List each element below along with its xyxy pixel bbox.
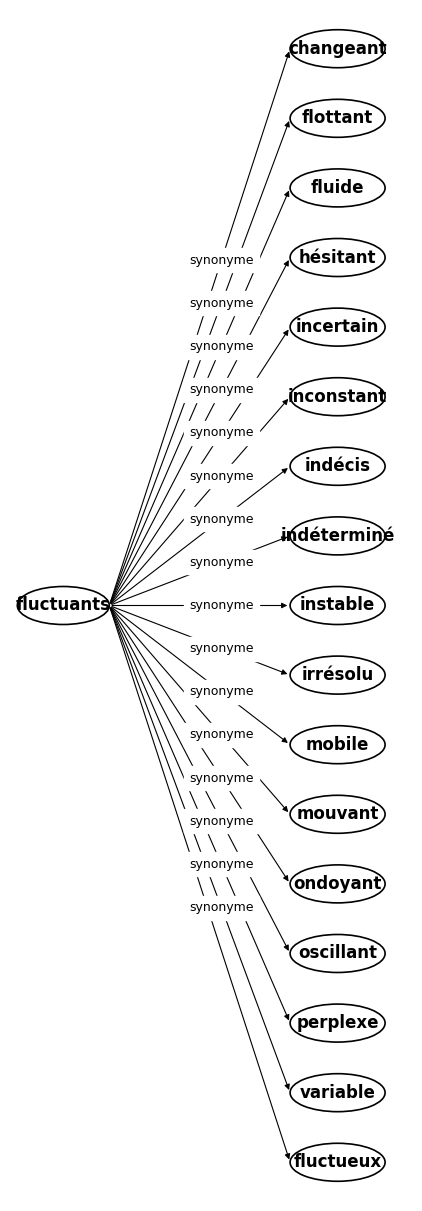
Text: synonyme: synonyme: [189, 297, 254, 310]
Text: synonyme: synonyme: [189, 383, 254, 396]
Ellipse shape: [290, 935, 385, 972]
Text: mouvant: mouvant: [296, 805, 379, 823]
Text: indécis: indécis: [305, 458, 371, 475]
Text: flottant: flottant: [302, 109, 373, 127]
Text: synonyme: synonyme: [189, 815, 254, 828]
Text: synonyme: synonyme: [189, 599, 254, 612]
Ellipse shape: [290, 99, 385, 137]
Text: fluctueux: fluctueux: [294, 1153, 381, 1171]
Text: synonyme: synonyme: [189, 771, 254, 785]
Text: hésitant: hésitant: [299, 248, 376, 266]
Text: fluide: fluide: [311, 179, 364, 197]
Text: synonyme: synonyme: [189, 340, 254, 354]
Ellipse shape: [17, 586, 109, 625]
Ellipse shape: [290, 1004, 385, 1043]
Ellipse shape: [290, 796, 385, 833]
Text: synonyme: synonyme: [189, 642, 254, 655]
Text: irrésolu: irrésolu: [301, 666, 374, 684]
Text: incertain: incertain: [296, 318, 379, 337]
Text: fluctuants: fluctuants: [16, 597, 111, 614]
Text: synonyme: synonyme: [189, 556, 254, 569]
Ellipse shape: [290, 30, 385, 68]
Text: variable: variable: [300, 1084, 376, 1102]
Text: synonyme: synonyme: [189, 857, 254, 871]
Ellipse shape: [290, 725, 385, 764]
Text: oscillant: oscillant: [298, 945, 377, 963]
Ellipse shape: [290, 1143, 385, 1181]
Text: synonyme: synonyme: [189, 901, 254, 914]
Text: mobile: mobile: [306, 736, 369, 753]
Ellipse shape: [290, 239, 385, 276]
Text: perplexe: perplexe: [296, 1014, 379, 1032]
Ellipse shape: [290, 517, 385, 555]
Text: instable: instable: [300, 597, 375, 614]
Text: synonyme: synonyme: [189, 729, 254, 741]
Text: synonyme: synonyme: [189, 470, 254, 482]
Ellipse shape: [290, 378, 385, 415]
Ellipse shape: [290, 308, 385, 346]
Text: synonyme: synonyme: [189, 685, 254, 699]
Ellipse shape: [290, 656, 385, 694]
Ellipse shape: [290, 447, 385, 486]
Ellipse shape: [290, 586, 385, 625]
Text: inconstant: inconstant: [288, 388, 387, 406]
Text: synonyme: synonyme: [189, 512, 254, 526]
Text: synonyme: synonyme: [189, 426, 254, 440]
Text: changeant: changeant: [288, 40, 387, 58]
Text: ondoyant: ondoyant: [293, 874, 382, 893]
Text: synonyme: synonyme: [189, 254, 254, 266]
Ellipse shape: [290, 1074, 385, 1112]
Ellipse shape: [290, 168, 385, 207]
Text: indéterminé: indéterminé: [280, 527, 395, 545]
Ellipse shape: [290, 865, 385, 903]
